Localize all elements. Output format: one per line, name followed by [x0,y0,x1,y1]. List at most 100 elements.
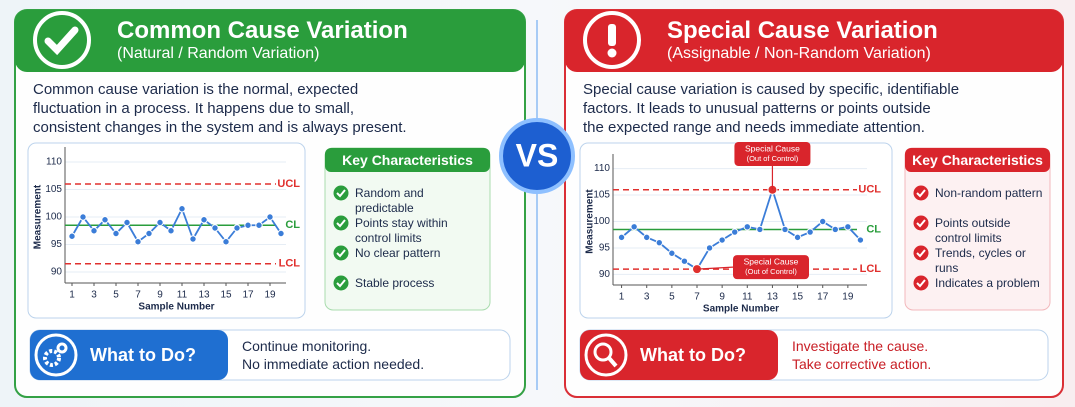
y-tick-label: 100 [593,216,610,227]
y-axis-label: Measurement [585,189,596,254]
x-axis-label: Sample Number [703,304,779,315]
data-point [743,223,751,231]
data-point [617,233,626,242]
description-line: the expected range and needs immediate a… [583,119,925,136]
annotation-text: (Out of Control) [747,154,799,163]
data-point [211,224,219,232]
data-point [756,225,764,234]
alert-dot [607,48,617,58]
limit-label: UCL [858,184,881,196]
data-point [79,213,87,221]
action-line: Take corrective action. [792,356,932,372]
annotation-text: (Out of Control) [745,267,797,276]
data-point [178,205,186,213]
x-tick-label: 11 [177,290,188,301]
description-line: Special cause variation is caused by spe… [583,81,960,98]
check-bullet [333,185,349,201]
y-tick-label: 110 [594,163,610,174]
y-tick-label: 105 [45,184,62,195]
x-tick-label: 9 [157,290,163,301]
x-tick-label: 9 [719,292,725,303]
data-point [793,233,802,242]
data-point [68,232,76,240]
annotation-text: Special Cause [744,256,799,266]
data-point [244,221,252,229]
y-tick-label: 95 [599,243,611,254]
annotation-text: Special Cause [745,143,800,153]
check-mark [916,249,926,258]
data-point [781,225,789,234]
data-point [112,229,120,238]
data-point [680,257,689,265]
chart-box [27,142,306,319]
gear-icon [43,349,61,367]
data-point [134,238,142,246]
key-item: Stable process [355,276,435,290]
data-point [630,223,638,231]
description-line: consistent changes in the system and is … [33,119,407,136]
alert-icon [608,24,616,46]
data-point [167,227,175,235]
gear-icon [56,342,68,354]
y-axis-label: Measurement [33,184,44,249]
limit-label: CL [285,219,300,231]
data-point [277,229,285,238]
key-item: Non-random pattern [935,186,1043,200]
x-tick-label: 3 [91,290,97,301]
data-point [233,224,241,232]
panel-header [15,10,525,72]
x-tick-label: 15 [220,290,232,301]
data-point [90,227,98,235]
vs-text: VS [516,137,559,173]
y-tick-label: 110 [46,157,62,168]
x-tick-label: 5 [113,290,119,301]
check-bullet [333,245,349,261]
action-line: No immediate action needed. [242,356,425,372]
y-tick-label: 90 [599,269,611,280]
limit-label: LCL [860,263,882,275]
x-tick-label: 7 [694,292,700,303]
x-tick-label: 13 [198,290,210,301]
check-mark [336,219,346,228]
action-line: Continue monitoring. [242,338,372,354]
x-tick-label: 17 [817,292,829,303]
y-tick-label: 100 [45,212,62,223]
action-label-bg [30,330,228,380]
x-tick-label: 13 [767,292,779,303]
x-tick-label: 19 [264,290,276,301]
annotation-pointer [696,266,734,270]
data-point [222,238,230,246]
action-icon [34,333,78,377]
data-point [145,229,153,238]
data-point [668,249,676,257]
check-mark [336,279,346,288]
data-point [718,236,726,244]
check-bullet [913,245,929,261]
data-point [705,244,714,252]
data-point [655,238,663,247]
x-tick-label: 5 [669,292,675,303]
key-header [905,148,1050,172]
x-tick-label: 11 [742,292,753,303]
description-line: factors. It leads to unusual patterns or… [583,100,931,117]
check-bullet [913,185,929,201]
key-item: Random and predictable [355,186,424,215]
key-item: Points stay within control limits [355,216,448,245]
y-tick-label: 105 [593,190,610,201]
data-point [189,235,197,243]
action-label-bg [580,330,778,380]
panel-title: Special Cause Variation [667,17,938,44]
panel-subtitle: (Natural / Random Variation) [117,45,320,62]
x-tick-label: 3 [644,292,650,303]
x-tick-label: 7 [135,290,141,301]
annotation-box [734,142,811,166]
x-tick-label: 15 [792,292,804,303]
action-title: What to Do? [90,345,196,365]
key-item: Trends, cycles or runs [935,246,1026,275]
data-point [156,218,164,227]
y-tick-label: 95 [51,239,63,250]
limit-label: CL [866,223,881,235]
check-bullet [333,215,349,231]
